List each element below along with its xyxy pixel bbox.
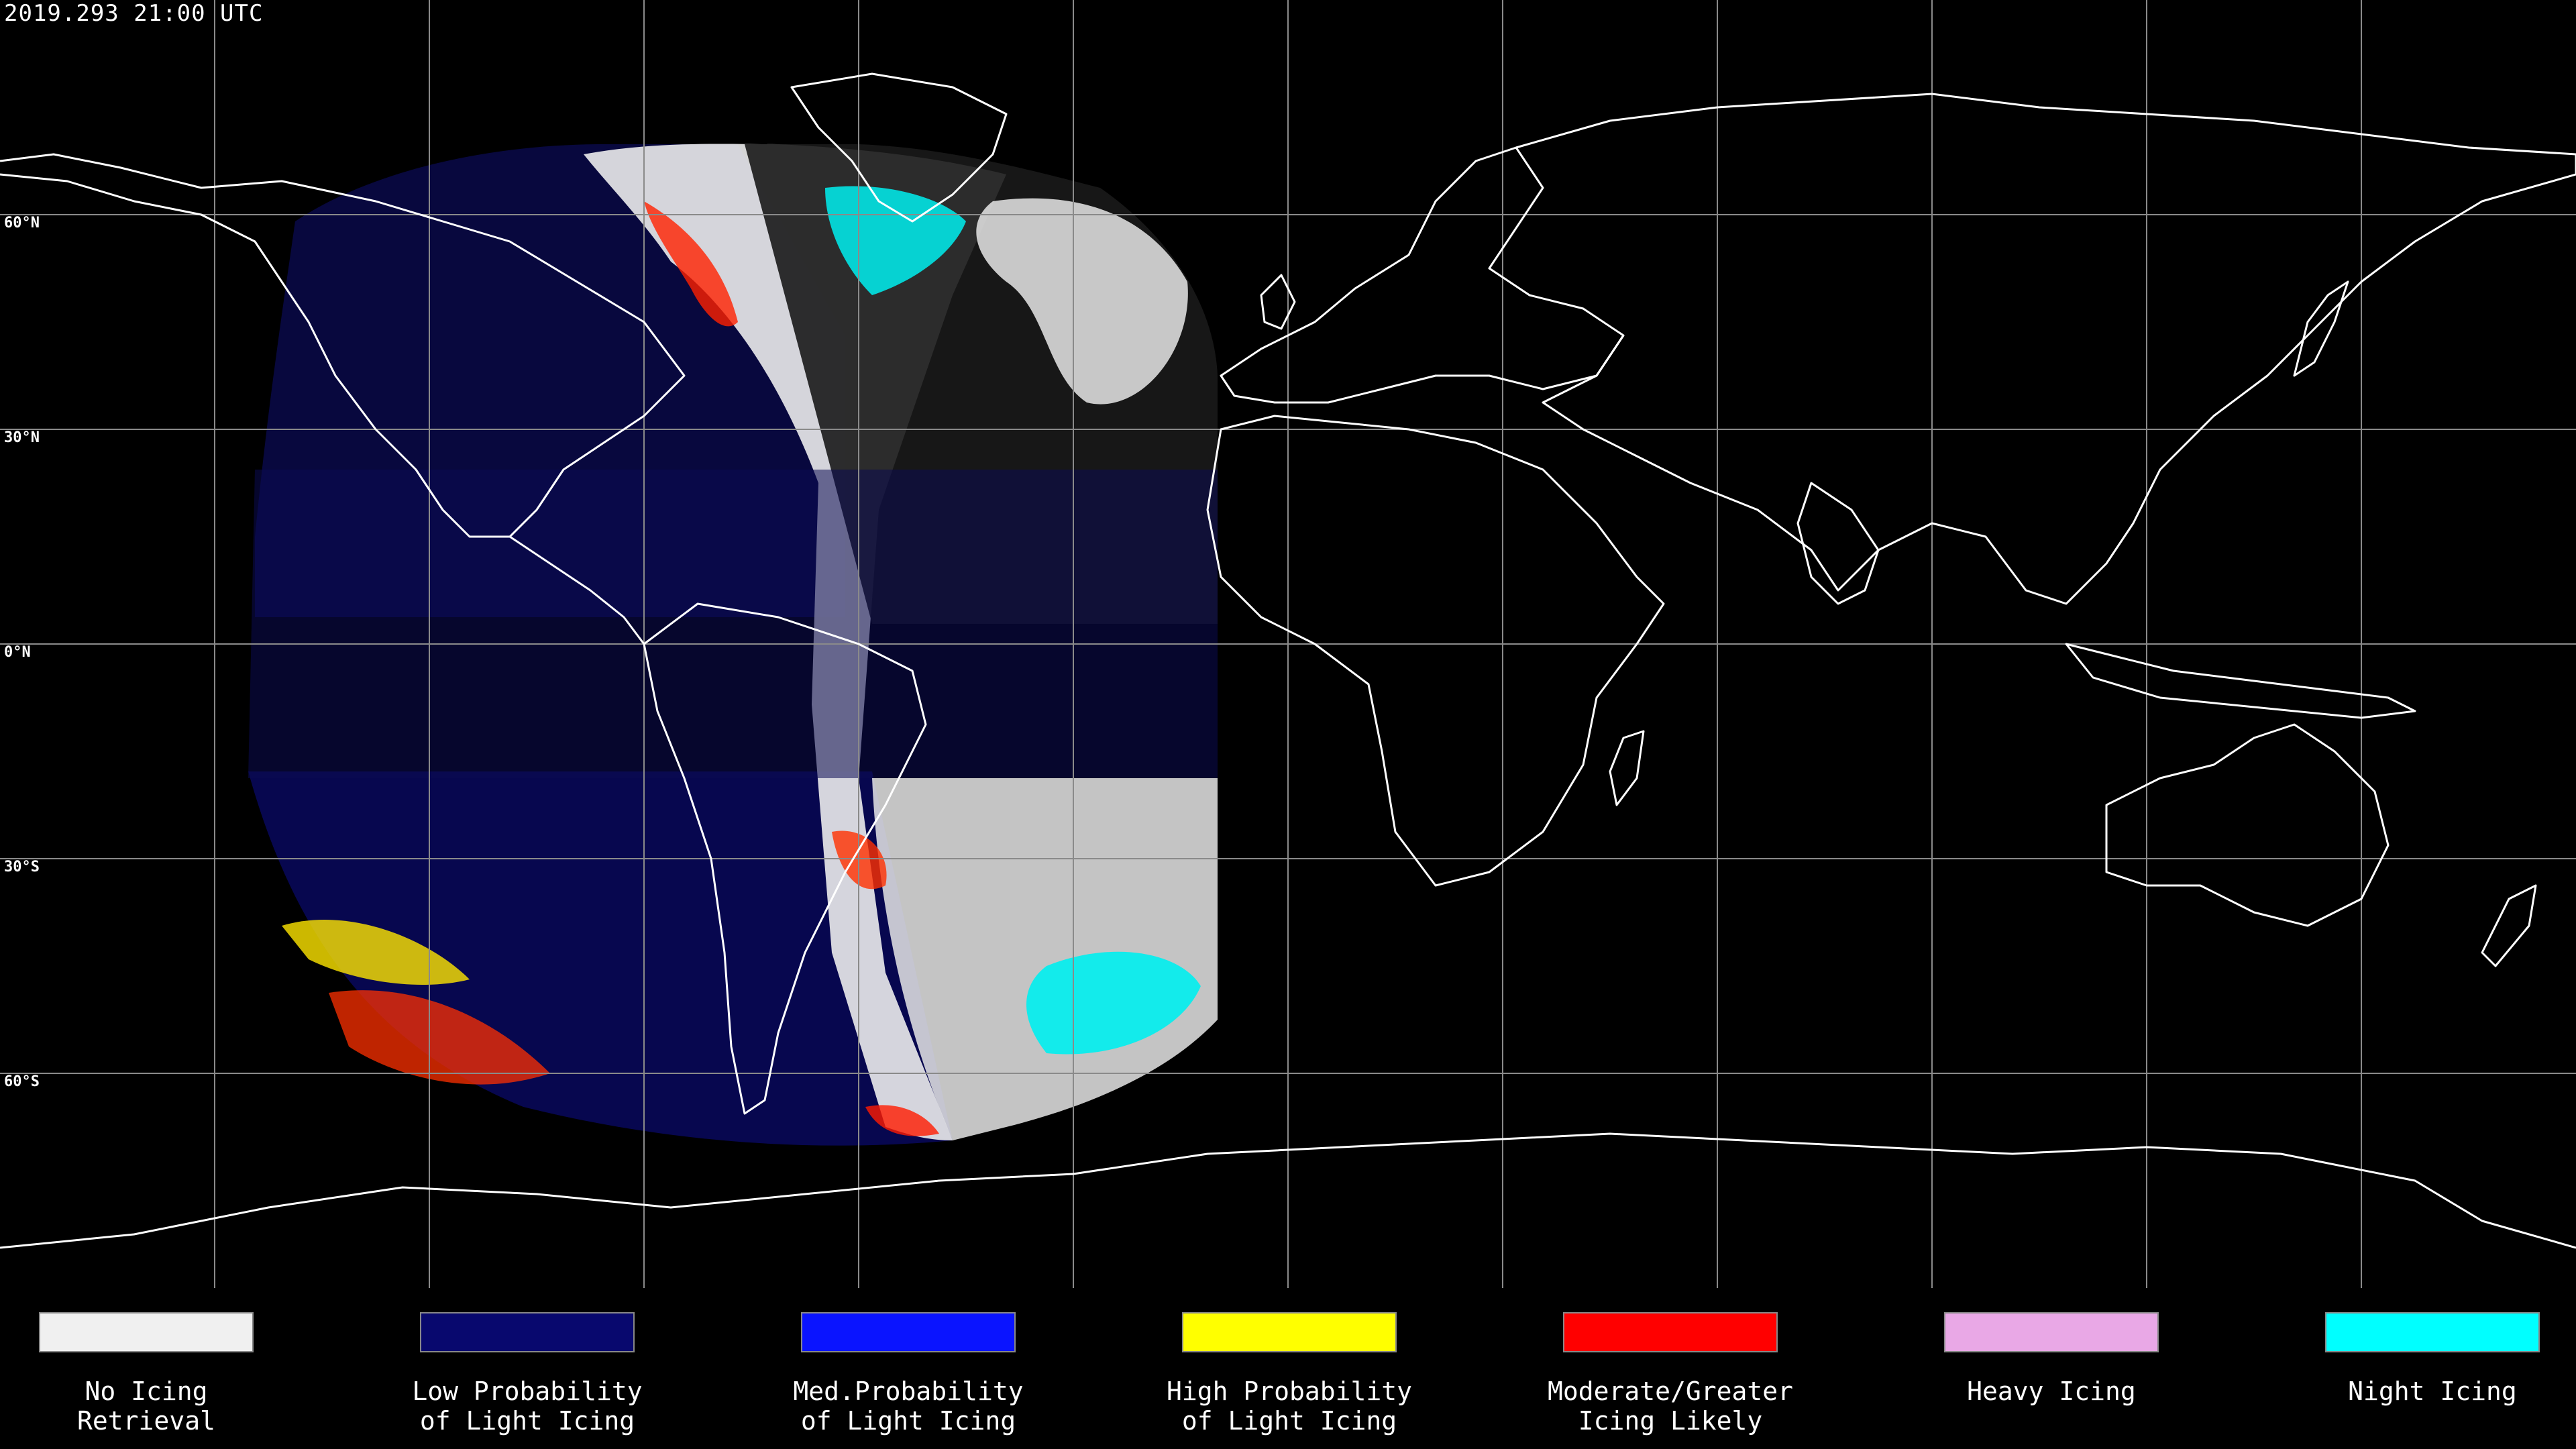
legend-label-moderate-greater: Moderate/Greater Icing Likely — [1509, 1377, 1831, 1436]
coastline-british-isles — [1260, 274, 1296, 330]
coastline-north-america — [0, 153, 686, 538]
legend-label-line1: Low Probability — [412, 1377, 643, 1406]
imagery-moderate-icing-1 — [644, 201, 738, 327]
legend-item-moderate-greater: Moderate/Greater Icing Likely — [1548, 1312, 1944, 1446]
legend-swatch-moderate-greater — [1563, 1312, 1778, 1352]
imagery-high-probability — [282, 920, 470, 985]
legend-label-med-probability: Med.Probability of Light Icing — [747, 1377, 1069, 1436]
legend-label-line1: Med.Probability — [793, 1377, 1024, 1406]
world-map — [0, 0, 2576, 1288]
imagery-moderate-icing-2 — [329, 990, 550, 1085]
latitude-label-0n: 0°N — [4, 644, 31, 661]
legend-label-line2: Icing Likely — [1578, 1406, 1763, 1436]
legend-label-line1: No Icing — [85, 1377, 208, 1406]
imagery-moderate-icing-4 — [865, 1105, 939, 1136]
legend-swatch-no-icing — [39, 1312, 254, 1352]
legend-label-line2: Retrieval — [77, 1406, 215, 1436]
legend-item-high-probability: High Probability of Light Icing — [1167, 1312, 1563, 1446]
latitude-label-60s: 60°S — [4, 1073, 40, 1090]
legend-swatch-med-probability — [801, 1312, 1016, 1352]
satellite-imagery — [248, 144, 1218, 1146]
legend-label-line1: Heavy Icing — [1967, 1377, 2136, 1406]
legend-label-high-probability: High Probability of Light Icing — [1128, 1377, 1450, 1436]
coastline-japan — [2293, 280, 2349, 377]
latitude-label-30n: 30°N — [4, 429, 40, 446]
imagery-east-south — [872, 778, 1218, 1140]
legend-item-heavy-icing: Heavy Icing — [1944, 1312, 2325, 1446]
coastline-madagascar — [1609, 730, 1645, 806]
legend-item-med-probability: Med.Probability of Light Icing — [793, 1312, 1182, 1446]
legend-item-low-probability: Low Probability of Light Icing — [412, 1312, 801, 1446]
imagery-equatorial — [248, 470, 1218, 778]
coastline-asia — [1515, 93, 2576, 605]
legend-label-line1: High Probability — [1166, 1377, 1413, 1406]
legend-label-line2: of Light Icing — [419, 1406, 635, 1436]
legend: No Icing Retrieval Low Probability of Li… — [0, 1288, 2576, 1449]
coastline-africa — [1206, 415, 1665, 887]
lat-lon-grid — [0, 0, 2576, 1288]
imagery-east-clouds — [976, 198, 1188, 405]
legend-swatch-heavy-icing — [1944, 1312, 2159, 1352]
coastline-new-zealand — [2481, 884, 2537, 967]
legend-label-night-icing: Night Icing — [2271, 1377, 2576, 1406]
imagery-night-icing-north — [825, 186, 966, 295]
legend-swatch-high-probability — [1182, 1312, 1397, 1352]
legend-item-no-icing: No Icing Retrieval — [39, 1312, 420, 1446]
legend-label-heavy-icing: Heavy Icing — [1890, 1377, 2212, 1406]
legend-label-line1: Night Icing — [2348, 1377, 2517, 1406]
latitude-label-60n: 60°N — [4, 215, 40, 231]
coastline-central-america — [509, 535, 645, 645]
coastline-antarctica — [0, 1132, 2576, 1249]
coastline-greenland — [790, 72, 1008, 223]
coastline-europe — [1220, 146, 1625, 404]
legend-item-night-icing: Night Icing — [2325, 1312, 2576, 1446]
timestamp: 2019.293 21:00 UTC — [4, 0, 264, 27]
legend-swatch-low-probability — [420, 1312, 635, 1352]
legend-label-line2: of Light Icing — [1181, 1406, 1397, 1436]
coastlines — [0, 72, 2576, 1249]
coastline-indonesia — [2065, 643, 2416, 719]
legend-label-low-probability: Low Probability of Light Icing — [366, 1377, 688, 1436]
legend-label-no-icing: No Icing Retrieval — [0, 1377, 307, 1436]
latitude-label-30s: 30°S — [4, 859, 40, 875]
legend-swatch-night-icing — [2325, 1312, 2540, 1352]
legend-label-line2: of Light Icing — [800, 1406, 1016, 1436]
coastline-australia — [2105, 723, 2390, 927]
coastline-south-america — [643, 602, 927, 1115]
imagery-night-icing-south — [1026, 951, 1201, 1055]
legend-label-line1: Moderate/Greater — [1547, 1377, 1794, 1406]
coastline-india — [1796, 482, 1880, 605]
